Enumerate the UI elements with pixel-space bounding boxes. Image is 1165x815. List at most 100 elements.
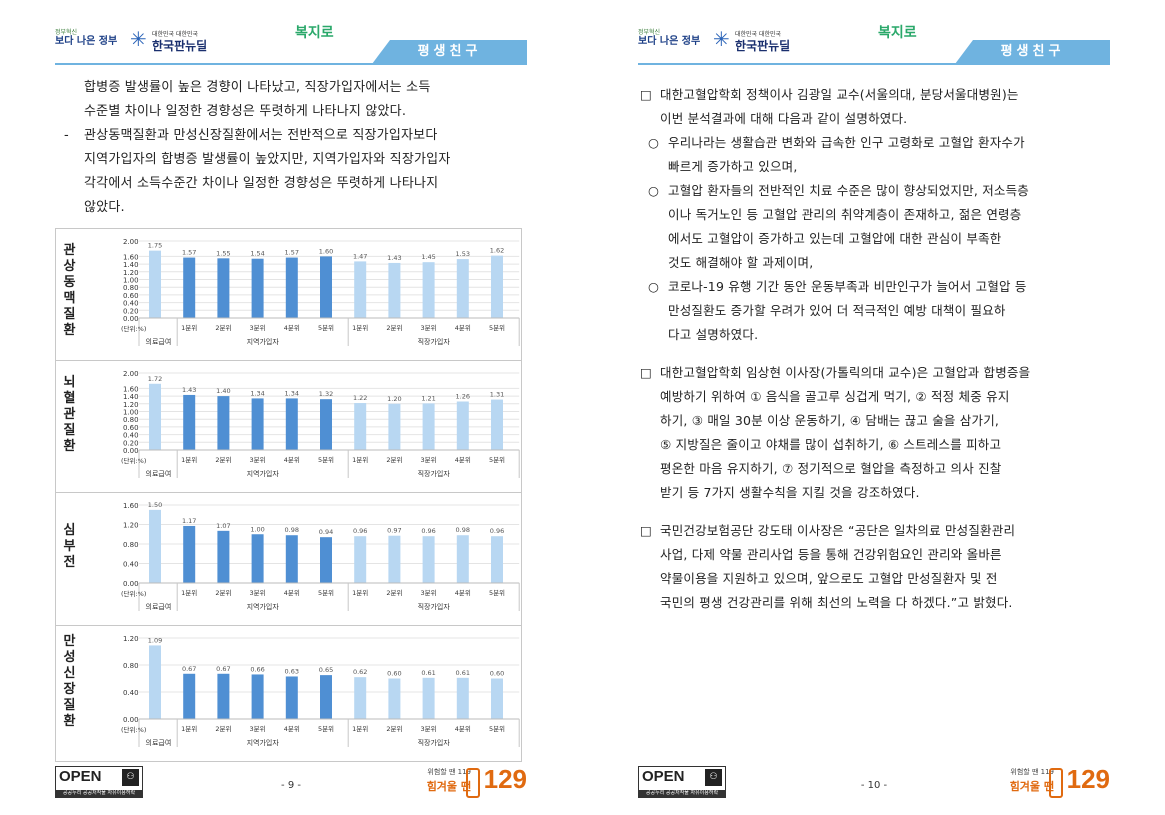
bar bbox=[251, 534, 264, 583]
data-label: 0.67 bbox=[216, 665, 230, 673]
bar bbox=[456, 677, 469, 719]
x-tick-label: 2분위 bbox=[215, 589, 231, 597]
text-line: 이번 분석결과에 대해 다음과 같이 설명하였다. bbox=[660, 111, 908, 126]
chart-title-char: 관 bbox=[63, 243, 76, 258]
text-line: 사업, 다제 약물 관리사업 등을 통해 건강위험요인 관리와 올바른 bbox=[660, 547, 1002, 562]
x-tick-label: 2분위 bbox=[386, 725, 402, 733]
data-label: 1.17 bbox=[182, 517, 196, 525]
bar bbox=[456, 535, 469, 583]
text-line: 약물이용을 지원하고 있으며, 앞으로도 고혈압 만성질환자 및 전 bbox=[660, 571, 998, 586]
chart-svg: 1.20 0.80 0.40 0.00 1.09 0.67 1분위 0.67 2분위 0.66 3분… bbox=[121, 635, 520, 747]
bar bbox=[183, 394, 196, 450]
group-label: 지역가입자 bbox=[247, 469, 280, 478]
x-tick-label: 2분위 bbox=[386, 456, 402, 464]
chart-title-char: 신 bbox=[63, 666, 76, 681]
data-label: 0.97 bbox=[387, 527, 401, 535]
data-label: 1.57 bbox=[285, 249, 299, 257]
hotline-main-text: 힘겨울 땐 bbox=[1009, 780, 1054, 793]
bar bbox=[354, 403, 367, 450]
data-label: 1.20 bbox=[387, 395, 401, 403]
x-tick-label: 5분위 bbox=[489, 324, 505, 332]
circle-bullet: ○ bbox=[648, 183, 660, 198]
chart-title-char: 장 bbox=[63, 682, 76, 697]
x-tick-label: 5분위 bbox=[489, 725, 505, 733]
data-label: 1.31 bbox=[490, 391, 504, 399]
bokjiro-logo: 복지로 bbox=[878, 25, 917, 41]
bar bbox=[422, 262, 435, 318]
data-label: 0.94 bbox=[319, 528, 333, 536]
text-line: 합병증 발생률이 높은 경향이 나타났고, 직장가입자에서는 소득 bbox=[84, 80, 431, 95]
bar bbox=[149, 509, 161, 583]
bar bbox=[320, 675, 332, 719]
chart-title-char: 맥 bbox=[63, 291, 76, 306]
data-label: 0.61 bbox=[456, 669, 470, 677]
header-divider bbox=[55, 63, 527, 65]
bar bbox=[149, 645, 161, 719]
bar bbox=[491, 255, 503, 318]
y-tick-label: 1.00 bbox=[123, 409, 139, 417]
bar bbox=[217, 530, 230, 583]
attribution-icon: ⚇ bbox=[705, 769, 722, 786]
chart-svg: 2.001.601.401.201.000.800.600.400.200.00… bbox=[121, 238, 520, 346]
gov-innovation-logo: 정부혁신 보다 나은 정부 bbox=[638, 28, 700, 47]
kogl-open-logo: OPEN ⚇ 공공누리 공공저작물 자유이용허락 bbox=[638, 766, 726, 798]
x-tick-label: 3분위 bbox=[421, 725, 437, 733]
hotline-number: 129 bbox=[483, 764, 527, 794]
y-tick-label: 1.00 bbox=[123, 277, 139, 285]
data-label: 1.45 bbox=[421, 253, 435, 261]
x-tick-label: 2분위 bbox=[386, 589, 402, 597]
data-label: 0.98 bbox=[285, 526, 299, 534]
x-tick-label: 1분위 bbox=[352, 589, 368, 597]
gov-innovation-logo: 정부혁신 보다 나은 정부 bbox=[55, 28, 117, 47]
left-body-text: 합병증 발생률이 높은 경향이 나타났고, 직장가입자에서는 소득 수준별 차이… bbox=[62, 76, 530, 220]
data-label: 1.32 bbox=[319, 390, 333, 398]
x-tick-label: 5분위 bbox=[318, 456, 334, 464]
chart-title-char: 동 bbox=[63, 275, 76, 290]
bar bbox=[217, 673, 230, 719]
x-tick-label: 3분위 bbox=[421, 324, 437, 332]
bar bbox=[251, 674, 264, 719]
y-tick-label: 1.20 bbox=[123, 401, 139, 409]
bar bbox=[422, 536, 435, 583]
group-label: 직장가입자 bbox=[418, 337, 451, 346]
unit-label: (단위:%) bbox=[121, 324, 146, 333]
data-label: 1.47 bbox=[353, 252, 367, 260]
bar bbox=[320, 537, 332, 583]
data-label: 0.96 bbox=[490, 527, 504, 535]
bar bbox=[320, 256, 332, 318]
x-tick-label: 3분위 bbox=[250, 456, 266, 464]
dash-marker: - bbox=[64, 128, 69, 143]
data-label: 1.21 bbox=[421, 394, 435, 402]
x-tick-label: 3분위 bbox=[421, 456, 437, 464]
x-tick-label: 1분위 bbox=[352, 456, 368, 464]
bar bbox=[285, 535, 298, 583]
x-tick-label: 1분위 bbox=[181, 324, 197, 332]
data-label: 0.98 bbox=[456, 526, 470, 534]
y-tick-label: 2.00 bbox=[123, 370, 139, 378]
header-divider bbox=[638, 63, 1110, 65]
data-label: 1.54 bbox=[250, 250, 264, 258]
x-tick-label: 3분위 bbox=[250, 589, 266, 597]
text-line: 대한고혈압학회 정책이사 김광일 교수(서울의대, 분당서울대병원)는 bbox=[660, 87, 1019, 102]
text-line: 관상동맥질환과 만성신장질환에서는 전반적으로 직장가입자보다 bbox=[84, 128, 438, 143]
y-tick-label: 0.40 bbox=[123, 689, 139, 697]
y-tick-label: 0.60 bbox=[123, 424, 139, 432]
unit-label: (단위:%) bbox=[121, 725, 146, 734]
data-label: 0.60 bbox=[387, 670, 401, 678]
text-line: 평온한 마음 유지하기, ⑦ 정기적으로 혈압을 측정하고 의사 진찰 bbox=[660, 461, 1002, 476]
kogl-open-logo: OPEN ⚇ 공공누리 공공저작물 자유이용허락 bbox=[55, 766, 143, 798]
group-label: 직장가입자 bbox=[418, 738, 451, 747]
text-line: 하기, ③ 매일 30분 이상 운동하기, ④ 담배는 끊고 술을 삼가기, bbox=[660, 413, 1000, 428]
right-page: 정부혁신 보다 나은 정부 ✳ 대한민국 대한민국 한국판뉴딜 복지로 평생친구… bbox=[583, 0, 1165, 815]
x-tick-label: 3분위 bbox=[421, 589, 437, 597]
open-logo-strip: 공공누리 공공저작물 자유이용허락 bbox=[56, 790, 142, 797]
bar bbox=[251, 398, 264, 450]
x-tick-label: 4분위 bbox=[284, 589, 300, 597]
data-label: 1.62 bbox=[490, 247, 504, 255]
bar bbox=[456, 401, 469, 450]
y-tick-label: 1.40 bbox=[123, 393, 139, 401]
data-label: 1.34 bbox=[250, 389, 264, 397]
